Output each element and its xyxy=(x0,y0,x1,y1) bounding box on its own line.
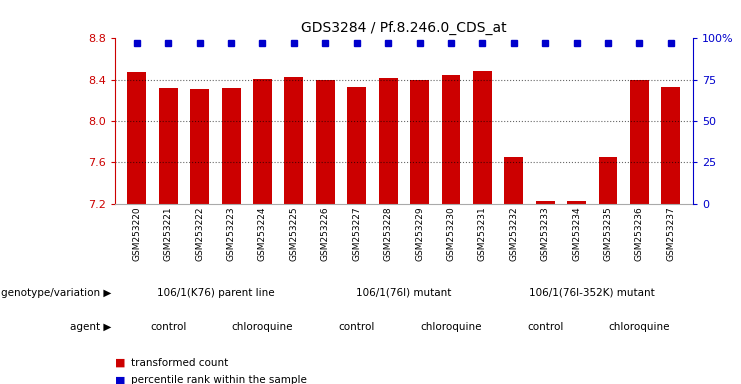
Text: control: control xyxy=(527,322,563,333)
Text: transformed count: transformed count xyxy=(131,358,228,368)
Bar xyxy=(253,79,272,204)
Text: 106/1(76I) mutant: 106/1(76I) mutant xyxy=(356,288,451,298)
Bar xyxy=(473,71,492,204)
Bar xyxy=(379,78,398,204)
Text: chloroquine: chloroquine xyxy=(608,322,670,333)
Text: chloroquine: chloroquine xyxy=(232,322,293,333)
Text: chloroquine: chloroquine xyxy=(420,322,482,333)
Bar xyxy=(536,202,554,204)
Bar xyxy=(442,74,460,204)
Bar xyxy=(567,202,586,204)
Title: GDS3284 / Pf.8.246.0_CDS_at: GDS3284 / Pf.8.246.0_CDS_at xyxy=(301,20,507,35)
Bar xyxy=(316,80,335,204)
Bar xyxy=(505,157,523,204)
Bar xyxy=(410,80,429,204)
Bar xyxy=(599,157,617,204)
Bar xyxy=(159,88,178,204)
Bar xyxy=(285,76,303,204)
Bar xyxy=(190,89,209,204)
Text: ■: ■ xyxy=(115,358,125,368)
Bar xyxy=(662,87,680,204)
Text: agent ▶: agent ▶ xyxy=(70,322,111,333)
Text: control: control xyxy=(150,322,187,333)
Text: genotype/variation ▶: genotype/variation ▶ xyxy=(1,288,111,298)
Bar xyxy=(127,73,146,204)
Text: 106/1(K76) parent line: 106/1(K76) parent line xyxy=(156,288,274,298)
Bar xyxy=(630,80,649,204)
Text: ■: ■ xyxy=(115,375,125,384)
Bar xyxy=(222,88,241,204)
Text: 106/1(76I-352K) mutant: 106/1(76I-352K) mutant xyxy=(529,288,655,298)
Text: control: control xyxy=(339,322,375,333)
Bar xyxy=(348,87,366,204)
Text: percentile rank within the sample: percentile rank within the sample xyxy=(131,375,307,384)
